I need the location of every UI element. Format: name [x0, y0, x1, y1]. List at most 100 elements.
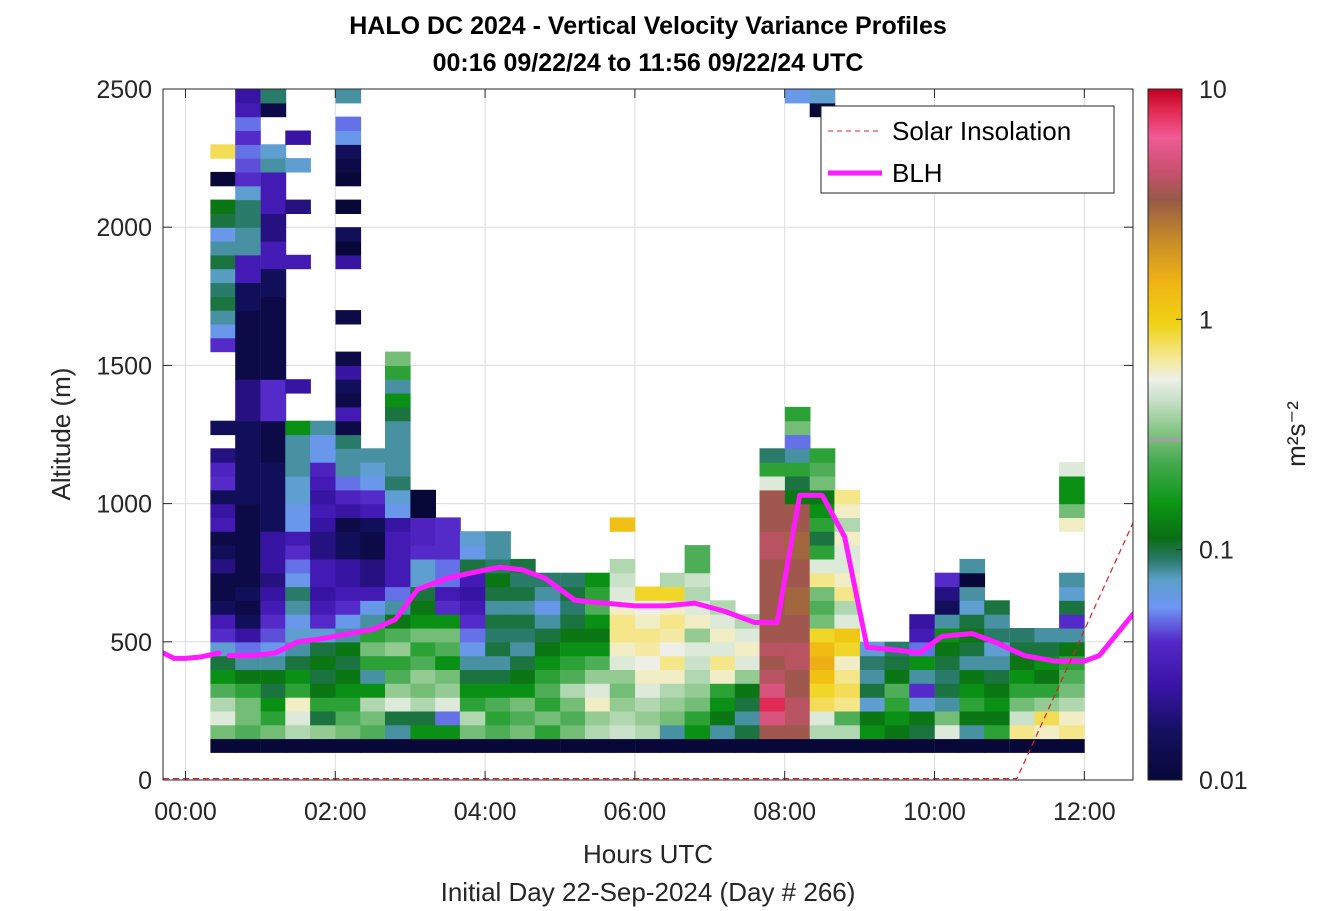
variance-cell	[260, 710, 287, 726]
variance-cell	[210, 724, 236, 740]
variance-cell	[385, 710, 411, 726]
variance-cell	[784, 420, 811, 436]
variance-cell	[609, 697, 636, 712]
variance-cell	[560, 628, 586, 643]
variance-cell	[410, 669, 436, 684]
variance-cell	[784, 669, 811, 698]
variance-cell	[710, 641, 736, 657]
variance-cell	[1009, 669, 1036, 684]
variance-cell	[759, 724, 786, 740]
variance-cell	[410, 738, 436, 753]
variance-cell	[809, 628, 836, 643]
variance-cell	[834, 489, 860, 505]
variance-cell	[510, 586, 536, 601]
variance-cell	[310, 558, 336, 588]
variance-cell	[385, 531, 411, 546]
variance-cell	[884, 710, 911, 726]
variance-cell	[1034, 628, 1060, 643]
variance-cell	[210, 254, 236, 270]
variance-cell	[285, 420, 311, 436]
variance-cell	[210, 268, 236, 284]
variance-cell	[485, 641, 511, 657]
y-tick-label: 2500	[96, 76, 152, 104]
variance-cell	[210, 738, 236, 753]
variance-cell	[235, 102, 261, 118]
variance-cell	[534, 641, 561, 657]
variance-cell	[260, 669, 287, 684]
variance-cell	[585, 710, 611, 726]
variance-cell	[210, 476, 236, 491]
variance-cell	[385, 420, 411, 449]
variance-cell	[585, 655, 611, 670]
variance-cell	[684, 572, 711, 588]
variance-cell	[360, 503, 386, 518]
variance-cell	[609, 738, 636, 753]
variance-cell	[585, 697, 611, 712]
variance-cell	[710, 738, 736, 753]
variance-cell	[609, 710, 636, 726]
chart-title: HALO DC 2024 - Vertical Velocity Varianc…	[349, 12, 947, 40]
variance-cell	[684, 545, 711, 560]
variance-cell	[335, 586, 362, 601]
variance-cell	[534, 697, 561, 712]
variance-cell	[959, 738, 986, 753]
variance-cell	[235, 254, 261, 283]
variance-cell	[1034, 710, 1060, 726]
variance-cell	[360, 738, 386, 753]
variance-cell	[784, 406, 811, 422]
variance-cell	[235, 144, 261, 159]
variance-cell	[859, 655, 886, 670]
variance-cell	[1009, 697, 1036, 712]
variance-cell	[210, 545, 236, 560]
variance-cell	[335, 448, 362, 477]
variance-cell	[984, 614, 1010, 629]
variance-cell	[560, 724, 586, 740]
variance-cell	[759, 697, 786, 712]
variance-cell	[684, 586, 711, 601]
variance-cell	[360, 448, 386, 463]
variance-cell	[210, 420, 236, 436]
variance-cell	[335, 310, 362, 325]
variance-cell	[260, 586, 287, 601]
variance-cell	[285, 434, 311, 477]
variance-cell	[909, 724, 935, 740]
y-tick-label: 1500	[96, 352, 152, 380]
variance-cell	[335, 503, 362, 518]
variance-cell	[1059, 462, 1085, 477]
variance-cell	[410, 683, 436, 698]
variance-cell	[310, 531, 336, 560]
variance-cell	[759, 641, 786, 657]
variance-cell	[235, 697, 261, 712]
variance-cell	[360, 641, 386, 657]
variance-cell	[210, 296, 236, 311]
variance-cell	[485, 628, 511, 643]
variance-cell	[859, 669, 886, 684]
variance-cell	[235, 171, 261, 187]
x-tick-label: 12:00	[1053, 798, 1116, 826]
variance-cell	[210, 213, 236, 228]
variance-cell	[959, 586, 986, 601]
variance-cell	[784, 448, 811, 463]
variance-cell	[859, 683, 886, 698]
variance-cell	[734, 738, 761, 753]
variance-cell	[1059, 614, 1085, 629]
variance-cell	[809, 724, 836, 740]
y-tick-label: 2000	[96, 214, 152, 242]
variance-cell	[1034, 669, 1060, 684]
variance-cell	[809, 738, 836, 753]
x-tick-label: 00:00	[154, 798, 217, 826]
variance-cell	[335, 724, 362, 740]
variance-cell	[310, 434, 336, 463]
variance-cell	[310, 724, 336, 740]
x-tick-label: 08:00	[753, 798, 816, 826]
variance-cell	[710, 614, 736, 629]
variance-cell	[959, 600, 986, 615]
variance-cell	[560, 710, 586, 726]
variance-cell	[335, 558, 362, 588]
variance-cell	[459, 531, 486, 546]
variance-cell	[210, 669, 236, 684]
variance-cell	[834, 697, 860, 712]
variance-cell	[859, 724, 886, 740]
variance-cell	[435, 710, 461, 726]
colorbar-band	[1149, 437, 1181, 442]
